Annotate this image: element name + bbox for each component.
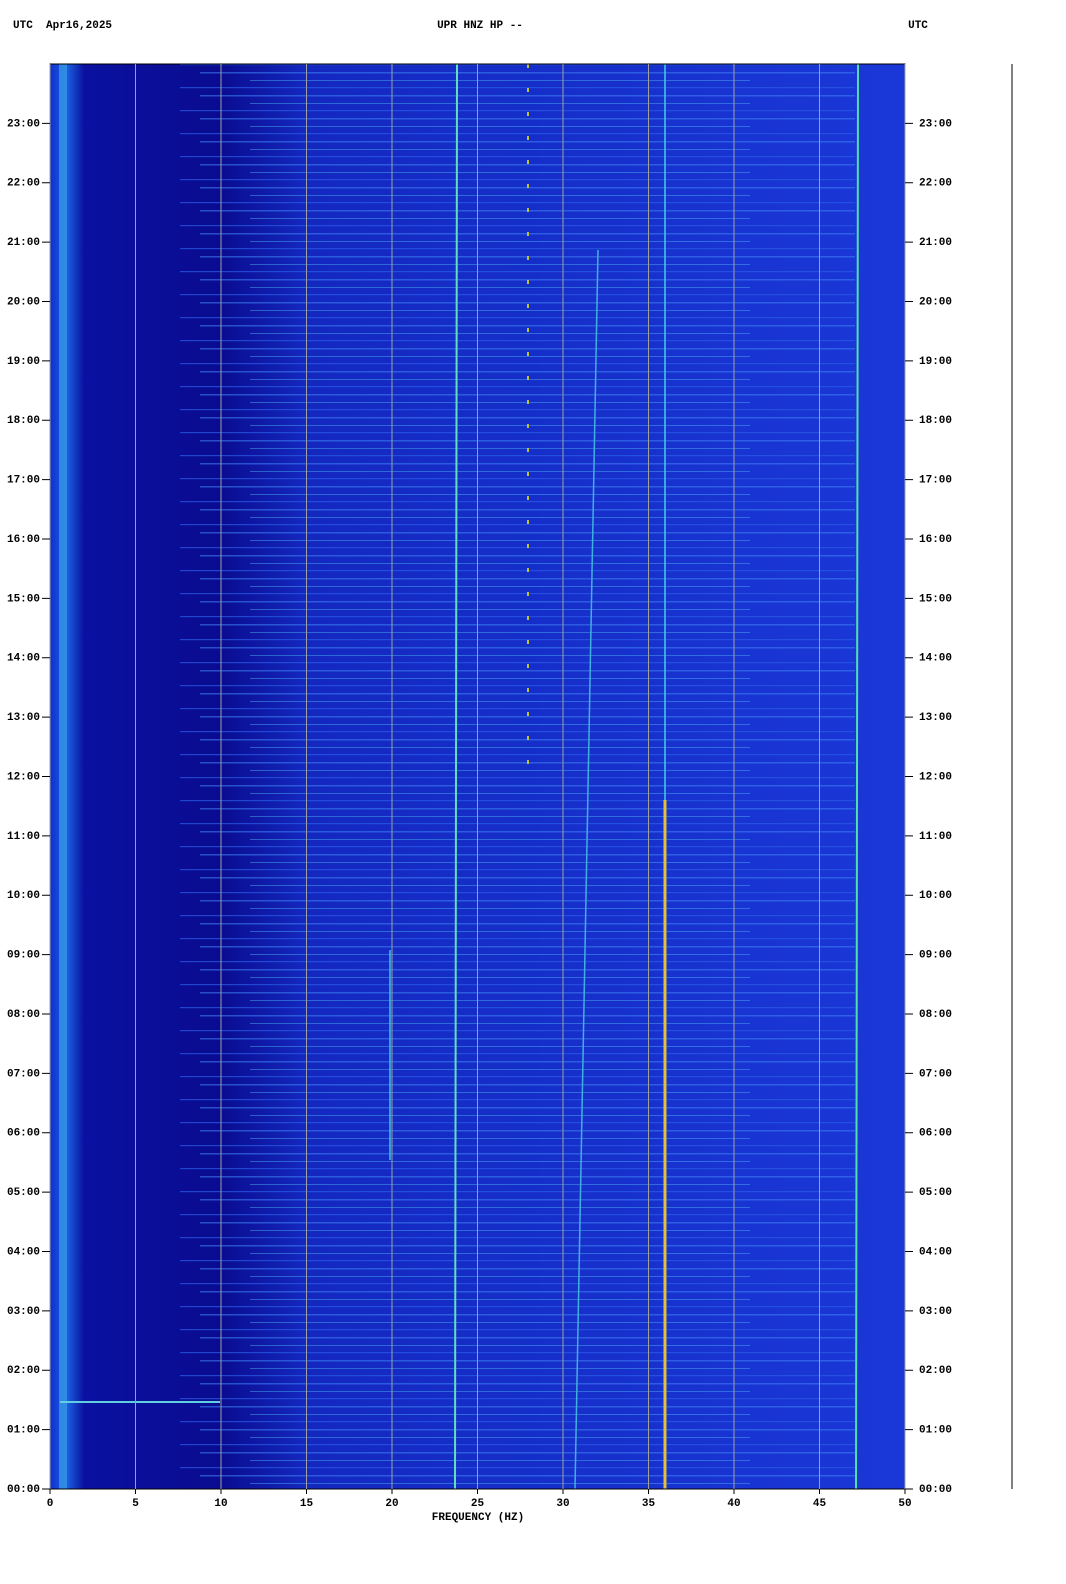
y-tick-label-right: 17:00: [919, 475, 952, 487]
y-tick-label: 18:00: [7, 415, 40, 427]
y-tick-label: 20:00: [7, 296, 40, 308]
y-tick-label: 19:00: [7, 356, 40, 368]
y-tick-label: 21:00: [7, 237, 40, 249]
y-tick-label-right: 21:00: [919, 237, 952, 249]
y-tick-label: 08:00: [7, 1009, 40, 1021]
y-tick-label: 07:00: [7, 1068, 40, 1080]
y-tick-label: 14:00: [7, 653, 40, 665]
y-tick-label-right: 05:00: [919, 1187, 952, 1199]
x-axis-label: FREQUENCY (HZ): [432, 1512, 524, 1524]
y-tick-label: 13:00: [7, 712, 40, 724]
y-tick-label: 11:00: [7, 831, 40, 843]
y-tick-label-right: 02:00: [919, 1365, 952, 1377]
y-tick-label-right: 20:00: [919, 296, 952, 308]
y-tick-label-right: 22:00: [919, 178, 952, 190]
x-tick-label: 30: [556, 1498, 569, 1510]
y-tick-label: 15:00: [7, 593, 40, 605]
y-tick-label-right: 11:00: [919, 831, 952, 843]
y-tick-label: 09:00: [7, 950, 40, 962]
x-tick-label: 35: [642, 1498, 656, 1510]
x-tick-label: 40: [727, 1498, 740, 1510]
y-tick-label: 12:00: [7, 771, 40, 783]
y-tick-label-right: 01:00: [919, 1425, 952, 1437]
y-tick-label-right: 23:00: [919, 118, 952, 130]
x-tick-label: 0: [47, 1498, 54, 1510]
y-tick-label-right: 06:00: [919, 1128, 952, 1140]
y-tick-label-right: 07:00: [919, 1068, 952, 1080]
y-tick-label-right: 00:00: [919, 1484, 952, 1496]
y-tick-label: 01:00: [7, 1425, 40, 1437]
y-tick-label: 23:00: [7, 118, 40, 130]
y-tick-label-right: 09:00: [919, 950, 952, 962]
y-tick-label: 00:00: [7, 1484, 40, 1496]
y-tick-label-right: 16:00: [919, 534, 952, 546]
x-tick-label: 10: [214, 1498, 227, 1510]
y-tick-label: 22:00: [7, 178, 40, 190]
y-tick-label: 16:00: [7, 534, 40, 546]
y-tick-label: 05:00: [7, 1187, 40, 1199]
y-tick-label: 17:00: [7, 475, 40, 487]
y-tick-label: 06:00: [7, 1128, 40, 1140]
y-tick-label: 10:00: [7, 890, 40, 902]
y-tick-label: 02:00: [7, 1365, 40, 1377]
chart-title: UPR HNZ HP --: [437, 20, 523, 32]
x-tick-label: 5: [132, 1498, 139, 1510]
y-tick-label-right: 08:00: [919, 1009, 952, 1021]
y-tick-label-right: 03:00: [919, 1306, 952, 1318]
y-tick-label-right: 13:00: [919, 712, 952, 724]
x-tick-label: 20: [385, 1498, 398, 1510]
y-tick-label-right: 10:00: [919, 890, 952, 902]
title-left: UTC Apr16,2025: [13, 20, 112, 32]
y-tick-label-right: 18:00: [919, 415, 952, 427]
y-tick-label-right: 14:00: [919, 653, 952, 665]
title-right: UTC: [908, 20, 928, 32]
y-tick-label-right: 04:00: [919, 1246, 952, 1258]
y-tick-label-right: 19:00: [919, 356, 952, 368]
y-tick-label-right: 12:00: [919, 771, 952, 783]
x-tick-label: 45: [813, 1498, 827, 1510]
y-tick-label: 04:00: [7, 1246, 40, 1258]
y-tick-label-right: 15:00: [919, 593, 952, 605]
x-tick-label: 50: [898, 1498, 911, 1510]
x-tick-label: 15: [300, 1498, 314, 1510]
y-tick-label: 03:00: [7, 1306, 40, 1318]
x-tick-label: 25: [471, 1498, 485, 1510]
